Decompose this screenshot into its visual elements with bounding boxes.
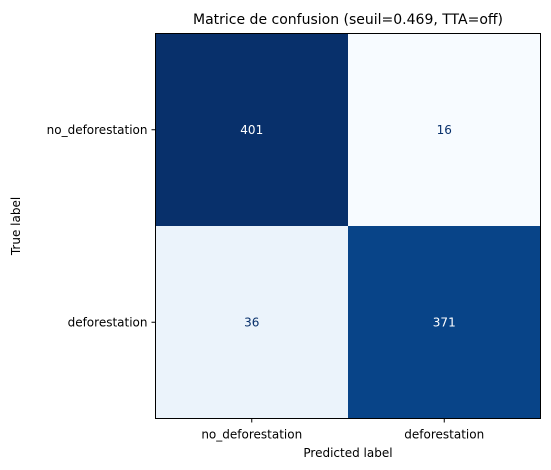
- x-axis-label: Predicted label: [303, 446, 392, 460]
- cell-value-label: 371: [433, 315, 456, 329]
- y-tick-label: deforestation: [68, 315, 148, 329]
- x-tick-label: deforestation: [404, 428, 484, 442]
- cell-value-label: 401: [240, 123, 263, 137]
- y-axis-label: True label: [9, 197, 23, 256]
- cell-value-label: 36: [244, 315, 259, 329]
- heatmap-cell-r0-c0: [155, 33, 348, 226]
- x-axis-ticks: no_deforestation deforestation: [201, 418, 484, 442]
- heatmap-cell-r1-c1: [348, 226, 541, 419]
- y-tick-label: no_deforestation: [47, 123, 148, 137]
- chart-title: Matrice de confusion (seuil=0.469, TTA=o…: [193, 12, 503, 28]
- heatmap-cell-labels: 401 16 36 371: [240, 123, 455, 330]
- y-axis-ticks: no_deforestation deforestation: [47, 123, 156, 329]
- heatmap-cells: [155, 33, 541, 419]
- x-tick-label: no_deforestation: [201, 428, 302, 442]
- heatmap-cell-r0-c1: [348, 33, 541, 226]
- cell-value-label: 16: [437, 123, 452, 137]
- heatmap-cell-r1-c0: [155, 226, 348, 419]
- plot-frame: [155, 33, 541, 419]
